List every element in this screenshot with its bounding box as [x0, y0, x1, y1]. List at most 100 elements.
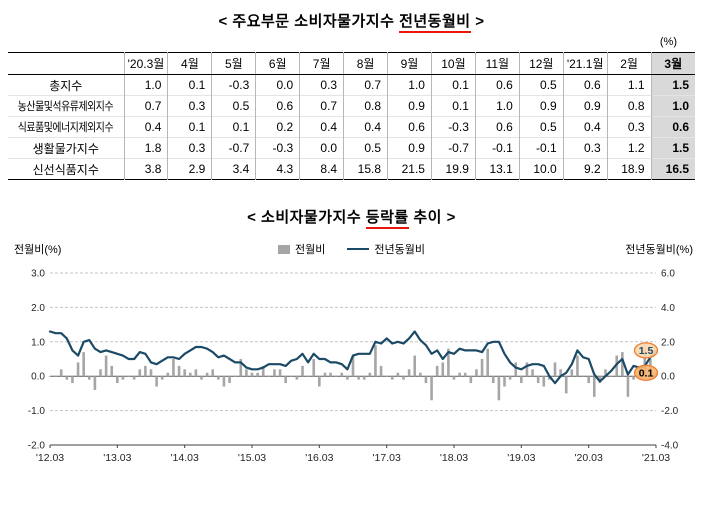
value-cell: -0.7	[430, 137, 476, 159]
mom-bar	[250, 372, 254, 377]
mom-bar	[385, 376, 388, 377]
mom-bar	[93, 376, 97, 390]
mom-bar	[267, 376, 271, 377]
mom-bar	[48, 376, 52, 377]
value-cell: 0.9	[387, 137, 432, 159]
value-cell: 1.0	[123, 74, 168, 96]
value-cell: 4.3	[255, 158, 300, 180]
left-tick-label: 2.0	[31, 303, 45, 314]
value-cell: 3.8	[123, 158, 168, 180]
annotation-highlight	[633, 342, 659, 359]
right-tick-label: 2.0	[661, 337, 675, 348]
value-cell: 0.1	[211, 116, 256, 138]
mom-bar	[503, 376, 506, 387]
mom-bar	[211, 369, 215, 377]
column-header: 11월	[474, 52, 520, 75]
value-cell: 0.1	[430, 95, 476, 117]
value-cell: 0.1	[430, 74, 476, 96]
column-header: 6월	[255, 52, 300, 75]
mom-bar	[166, 372, 170, 377]
mom-bar	[183, 369, 186, 377]
value-cell: 2.9	[167, 158, 212, 180]
mom-bar	[536, 376, 540, 384]
mom-bar	[188, 372, 192, 377]
row-label: 농산물및석유류제외지수	[8, 95, 124, 117]
mom-bar	[82, 352, 85, 377]
value-cell: 0.8	[606, 95, 652, 117]
mom-bar	[553, 362, 557, 377]
legend-label-yoy: 전년동월비	[374, 244, 425, 256]
mom-bar	[289, 376, 293, 377]
value-cell: 0.3	[562, 137, 608, 159]
mom-bar	[138, 369, 142, 377]
legend-label-mom: 전월비	[295, 244, 326, 256]
mom-bar	[497, 376, 501, 401]
mom-bar	[643, 348, 647, 377]
mom-bar	[306, 376, 310, 377]
column-header: 12월	[518, 52, 564, 75]
value-cell: 0.1	[167, 74, 212, 96]
legend-item-yoy: 전년동월비	[347, 241, 425, 257]
value-cell: 0.6	[562, 74, 608, 96]
table-title: < 주요부문 소비자물가지수 전년동월비 >	[0, 0, 703, 33]
column-header: 4월	[167, 52, 212, 75]
x-tick-label: '13.03	[103, 452, 131, 464]
right-tick-label: -4.0	[661, 441, 679, 452]
value-cell: 0.7	[343, 74, 388, 96]
value-cell: 18.9	[606, 158, 652, 180]
mom-bar	[261, 365, 265, 377]
chart-title-suffix: 추이 >	[408, 209, 456, 226]
x-tick-label: '16.03	[305, 452, 333, 464]
value-cell: 1.0	[387, 74, 432, 96]
value-cell: 1.2	[606, 137, 652, 159]
table-row: 농산물및석유류제외지수 0.7 0.3 0.5 0.6 0.7 0.8 0.9 0.1 1.0 0.…	[8, 95, 695, 117]
mom-bar	[200, 376, 203, 380]
x-tick-label: '19.03	[507, 452, 535, 464]
table-title-suffix: >	[470, 13, 485, 30]
mom-bar	[149, 369, 153, 377]
chart-legend: 전월비 전년동월비	[8, 241, 695, 257]
mom-bar	[65, 376, 69, 380]
mom-bar	[318, 376, 321, 387]
column-header: 3월	[650, 52, 695, 75]
value-cell: 0.6	[474, 74, 520, 96]
mom-bar	[581, 376, 585, 377]
column-header: 2월	[606, 52, 652, 75]
mom-bar	[71, 376, 74, 384]
mom-bar	[127, 376, 130, 377]
chart-title-underlined: 등락률	[365, 209, 409, 229]
value-cell: 0.3	[299, 74, 344, 96]
mom-bar	[172, 359, 175, 377]
cpi-trend-chart: 3.0 6.0 2.0 4.0 1.0 2.0 0.0 0.0 -1.0 -2.0 -2.0 -4.0…	[28, 269, 679, 465]
mom-bar	[357, 376, 360, 380]
table-title-prefix: < 주요부문 소비자물가지수	[218, 13, 400, 30]
right-tick-label: 4.0	[661, 303, 675, 314]
mom-bar	[480, 359, 484, 377]
line-swatch-icon	[347, 248, 370, 250]
value-cell: 0.6	[255, 95, 300, 117]
mom-bar	[379, 365, 383, 377]
mom-bar	[278, 369, 282, 377]
left-tick-label: -1.0	[28, 406, 46, 417]
mom-bar	[609, 376, 613, 377]
mom-bar	[402, 376, 405, 380]
value-cell: 0.0	[255, 74, 300, 96]
mom-bar	[598, 376, 602, 384]
mom-bar	[132, 376, 136, 380]
value-cell: -0.1	[518, 137, 564, 159]
mom-bar	[228, 376, 231, 384]
mom-bar	[273, 369, 276, 377]
row-label: 총지수	[49, 78, 83, 93]
value-cell: 1.5	[650, 137, 695, 159]
table-row: 생활물가지수 1.8 0.3 -0.7 -0.3 0.0 0.5 0.9 -0.7 -0.1 -0.…	[8, 137, 695, 159]
value-cell: 13.1	[474, 158, 520, 180]
mom-bar	[576, 355, 579, 377]
mom-bar	[413, 355, 417, 377]
mom-bar	[592, 376, 596, 397]
value-cell: 0.3	[167, 95, 212, 117]
table-header-row: '20.3월 4월 5월 6월 7월 8월 9월 10월 11월 12월 '21.1월 2월 3월	[8, 52, 695, 75]
mom-bar	[542, 376, 546, 387]
column-header: '20.3월	[123, 52, 168, 75]
mom-bar	[194, 369, 198, 377]
mom-bar	[447, 348, 450, 377]
